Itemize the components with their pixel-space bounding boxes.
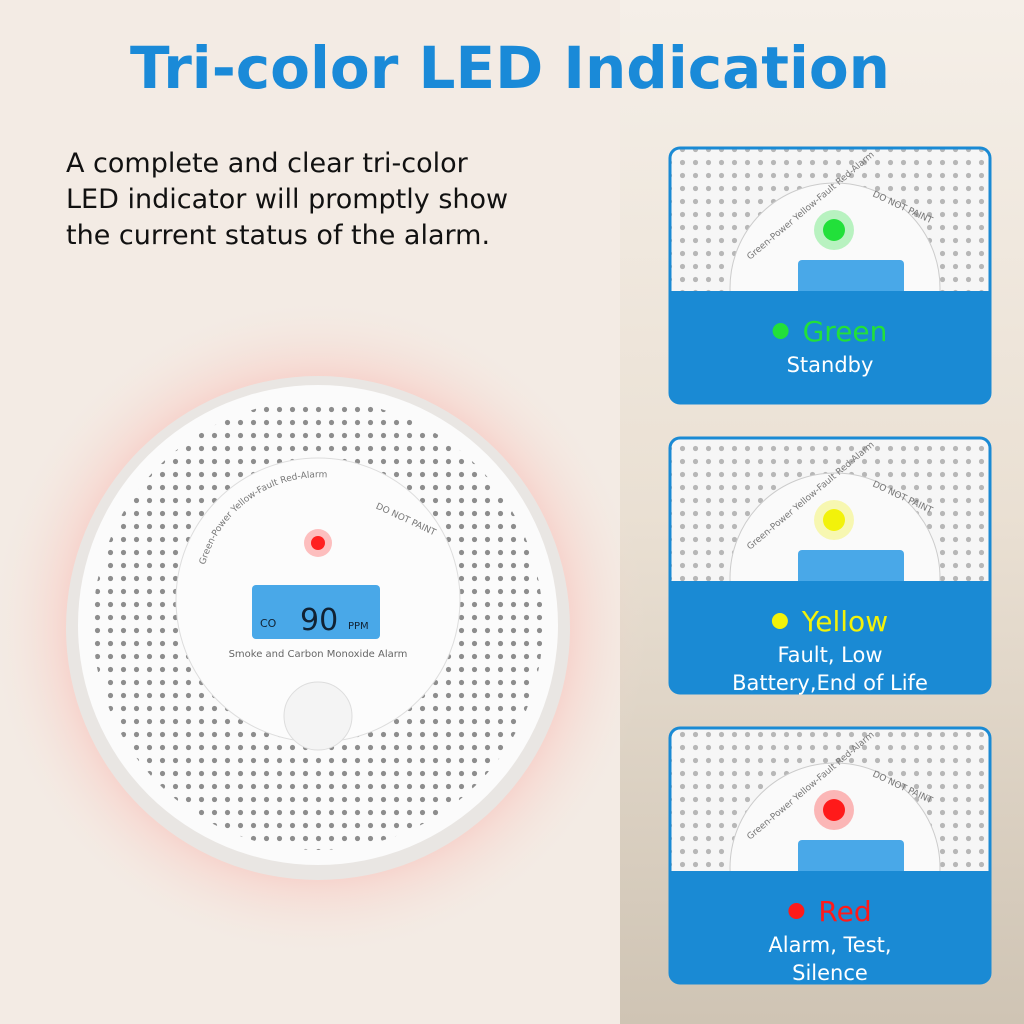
- status-line: Silence: [792, 961, 868, 985]
- title: Tri-color LED Indication: [130, 34, 890, 102]
- card-lcd: [798, 550, 904, 590]
- lcd-value: 90: [300, 603, 338, 638]
- description-line: LED indicator will promptly show: [66, 184, 508, 215]
- color-name: Yellow: [801, 605, 888, 638]
- card-led: [823, 219, 845, 241]
- description: A complete and clear tri-color LED indica…: [66, 148, 508, 251]
- status-line: Standby: [787, 353, 874, 377]
- test-button[interactable]: [283, 681, 353, 751]
- led-glow: [304, 529, 332, 557]
- color-name: Green: [803, 315, 888, 348]
- description-line: the current status of the alarm.: [66, 220, 490, 251]
- color-dot: [772, 323, 789, 339]
- status-line: Battery,End of Life: [732, 671, 928, 695]
- card-band: [670, 581, 990, 693]
- color-name: Red: [818, 895, 871, 928]
- card-border: [668, 436, 992, 695]
- card-border: [668, 726, 992, 985]
- status-line: Fault, Low: [777, 643, 882, 667]
- led: [311, 536, 325, 550]
- lcd-unit: PPM: [348, 621, 369, 632]
- status-line: Alarm, Test,: [768, 933, 891, 957]
- color-dot: [788, 903, 805, 919]
- card-lcd: [798, 260, 904, 300]
- color-dot: [771, 613, 788, 629]
- card-lcd: [798, 840, 904, 880]
- card-band: [670, 871, 990, 983]
- card-led: [823, 509, 845, 531]
- product-name: Smoke and Carbon Monoxide Alarm: [229, 649, 408, 660]
- card-border: [668, 146, 992, 405]
- description-line: A complete and clear tri-color: [66, 148, 469, 179]
- lcd: [252, 585, 380, 639]
- card-band: [670, 291, 990, 403]
- lcd-label: CO: [260, 617, 277, 630]
- card-led: [823, 799, 845, 821]
